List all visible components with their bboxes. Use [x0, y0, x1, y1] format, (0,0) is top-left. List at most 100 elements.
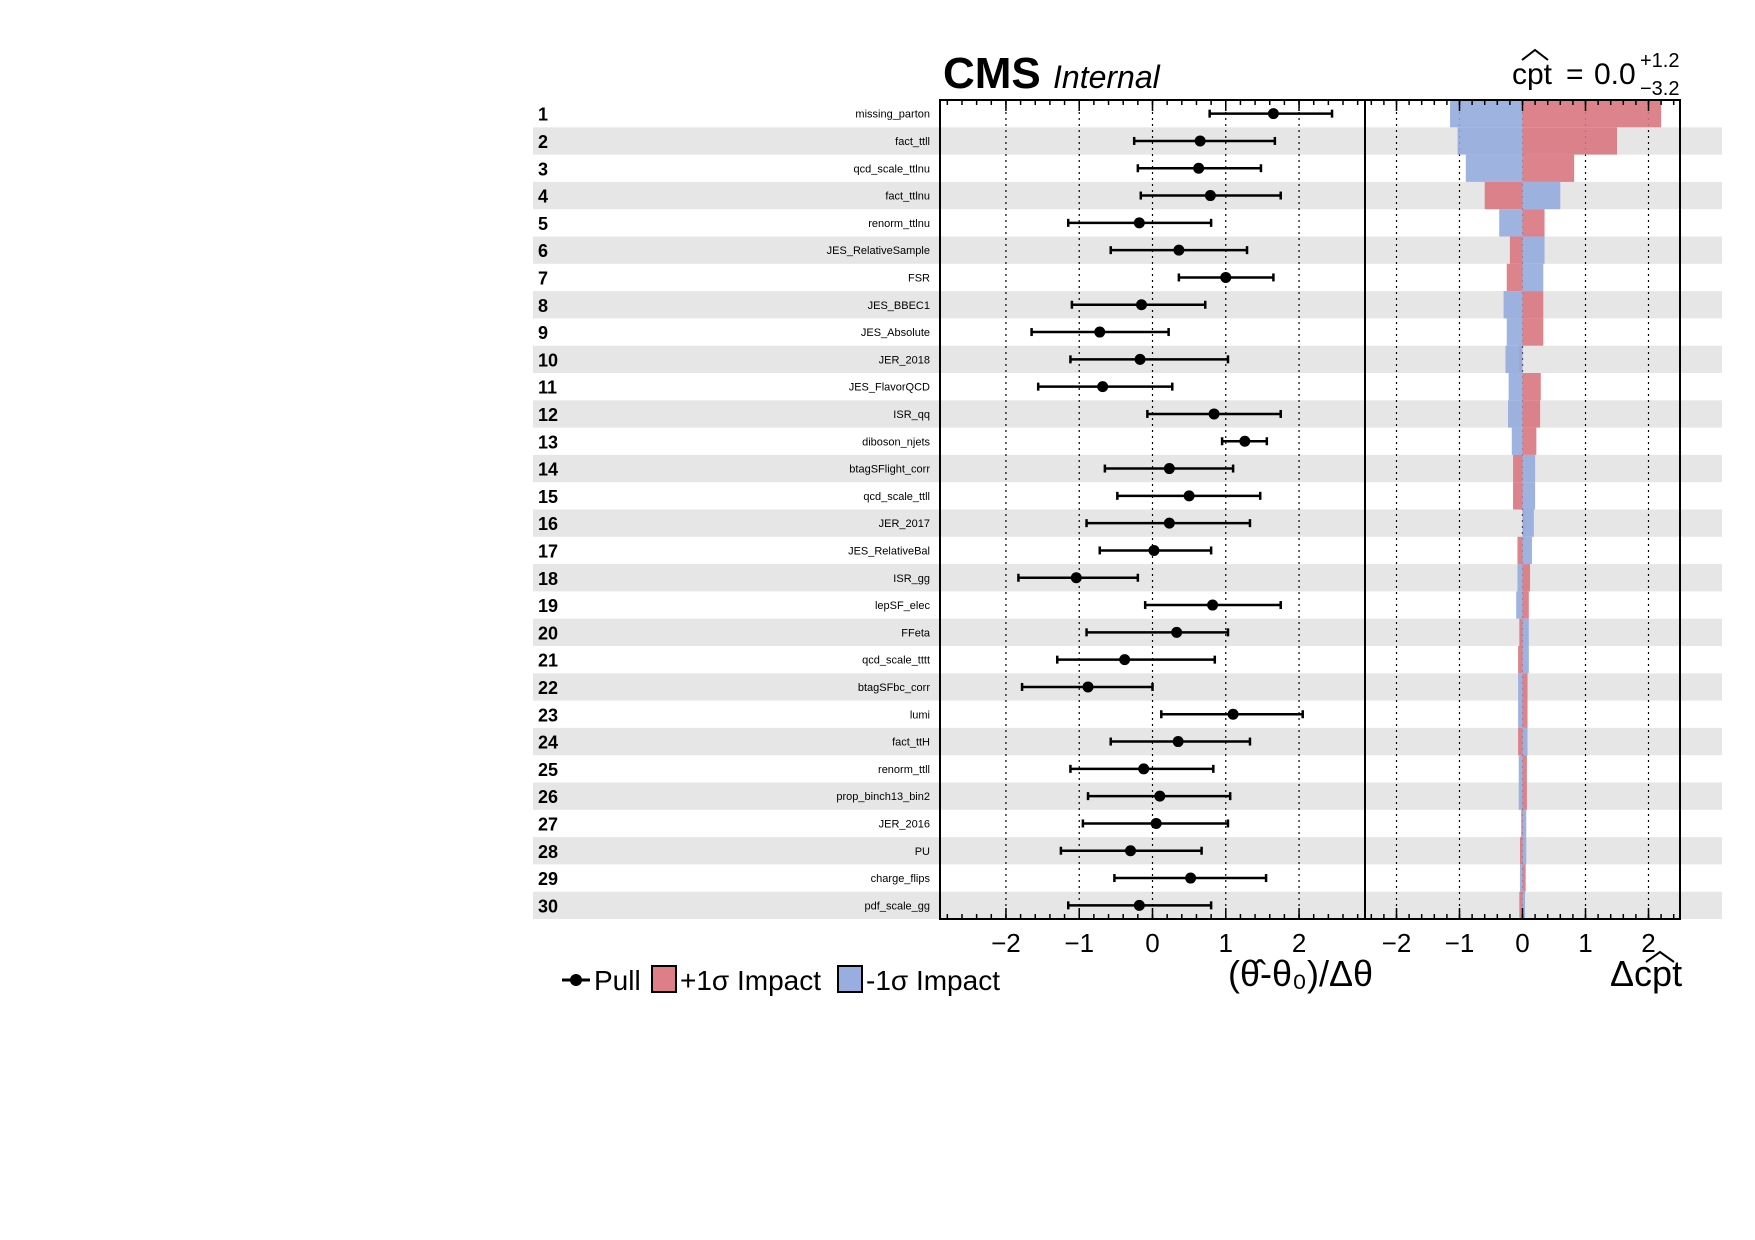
pull-marker	[1154, 790, 1166, 802]
param-name: ISR_qq	[893, 409, 930, 421]
minus-impact-bar	[1503, 291, 1523, 319]
minus-impact-bar	[1518, 700, 1523, 728]
param-name: btagSFlight_corr	[849, 464, 930, 476]
param-name: JER_2018	[879, 354, 930, 366]
pull-marker	[1138, 763, 1150, 775]
param-name: FFeta	[901, 627, 931, 639]
plus-impact-bar	[1522, 591, 1529, 619]
param-name: fact_ttlnu	[885, 191, 930, 203]
row-rank: 15	[538, 487, 558, 507]
poi-err-up: +1.2	[1640, 50, 1679, 72]
legend-minus-label: -1σ Impact	[866, 965, 1000, 996]
poi-result: cpt = 0.0 +1.2 −3.2	[1512, 48, 1679, 100]
plus-impact-bar	[1522, 782, 1527, 810]
plus-impact-bar	[1518, 646, 1523, 674]
minus-impact-bar	[1518, 755, 1523, 783]
row-rank: 19	[538, 596, 558, 616]
plus-impact-bar	[1521, 809, 1523, 838]
plus-impact-bar	[1522, 400, 1541, 428]
pull-marker	[1204, 190, 1216, 202]
pull-marker	[1133, 217, 1145, 229]
axis-ticks: −2 −1 0 1 2 −2 −1 0 1 2	[946, 100, 1675, 958]
plus-impact-bar	[1522, 755, 1527, 783]
plus-impact-bar	[1513, 482, 1523, 510]
pull-marker	[1136, 299, 1148, 311]
minus-impact-bar	[1522, 618, 1529, 646]
row-rank: 3	[538, 159, 548, 179]
row-rank: 26	[538, 787, 558, 807]
param-name: JES_RelativeBal	[848, 545, 930, 557]
pull-marker	[1134, 353, 1146, 365]
param-name: JES_Absolute	[861, 327, 930, 339]
pull-marker	[1207, 599, 1219, 611]
internal-label: Internal	[1053, 59, 1161, 95]
param-name: charge_flips	[871, 873, 931, 885]
minus-impact-bar	[1522, 263, 1544, 292]
minus-impact-bar	[1457, 127, 1523, 155]
plus-impact-bar	[1519, 891, 1523, 919]
impact-axis-tick-label: −1	[1445, 928, 1475, 958]
param-name: FSR	[908, 272, 930, 284]
plus-impact-bar	[1522, 373, 1541, 401]
plus-impact-bar	[1509, 236, 1523, 264]
minus-impact-bar	[1522, 454, 1536, 483]
row-rank: 24	[538, 733, 558, 753]
pull-axis-tick-label: −2	[991, 928, 1021, 958]
pull-marker	[1171, 626, 1183, 638]
param-name: JES_FlavorQCD	[849, 382, 930, 394]
param-name: lumi	[910, 709, 930, 721]
pull-marker	[1070, 572, 1082, 584]
minus-impact-bar	[1516, 591, 1523, 619]
plus-impact-bar	[1522, 154, 1575, 182]
pull-marker	[1119, 654, 1131, 666]
poi-name: cpt	[1512, 58, 1553, 91]
row-rank: 20	[538, 623, 558, 643]
pull-markers	[1017, 108, 1334, 911]
row-rank: 16	[538, 514, 558, 534]
pull-marker	[1163, 517, 1175, 529]
row-band	[533, 400, 1722, 428]
param-name: fact_ttH	[892, 737, 930, 749]
param-name: PU	[915, 846, 930, 858]
row-rank: 2	[538, 132, 548, 152]
minus-impact-bar	[1505, 345, 1523, 373]
plus-impact-bar	[1522, 318, 1544, 346]
legend-minus-swatch	[837, 965, 863, 993]
minus-impact-bar	[1508, 373, 1523, 401]
row-rank: 18	[538, 569, 558, 589]
pull-marker	[1208, 408, 1220, 420]
pull-marker	[1133, 899, 1145, 911]
pull-marker	[1097, 381, 1109, 393]
row-rank: 7	[538, 268, 548, 288]
plus-impact-bar	[1517, 536, 1523, 565]
pull-marker	[1173, 244, 1185, 256]
param-name: prop_binch13_bin2	[836, 791, 930, 803]
param-name: btagSFbc_corr	[858, 682, 930, 694]
minus-impact-bar	[1511, 427, 1523, 455]
minus-impact-bar	[1522, 646, 1529, 674]
row-rank: 11	[538, 378, 557, 398]
pull-axis-title: (θ̂-θ₀)/Δθ	[1228, 953, 1373, 994]
row-rank: 12	[538, 405, 558, 425]
minus-impact-bar	[1517, 564, 1523, 592]
impact-axis-tick-label: −2	[1382, 928, 1412, 958]
row-rank: 1	[538, 105, 548, 125]
impact-axis-tick-label: 2	[1641, 928, 1655, 958]
row-rank: 23	[538, 705, 558, 725]
row-rank: 28	[538, 842, 558, 862]
pull-marker	[1172, 736, 1184, 748]
minus-impact-bar	[1519, 864, 1523, 892]
pull-marker	[1183, 490, 1195, 502]
row-rank: 8	[538, 296, 548, 316]
pull-marker	[1193, 162, 1205, 174]
pull-axis-tick-label: 2	[1292, 928, 1306, 958]
row-rank: 17	[538, 541, 558, 561]
plus-impact-bar	[1522, 100, 1662, 128]
minus-impact-bar	[1522, 181, 1561, 210]
minus-impact-bar	[1522, 236, 1545, 264]
plus-impact-bar	[1522, 427, 1537, 455]
plus-impact-bar	[1518, 727, 1523, 756]
plus-impact-bar	[1484, 181, 1523, 210]
pull-marker	[1239, 435, 1251, 447]
